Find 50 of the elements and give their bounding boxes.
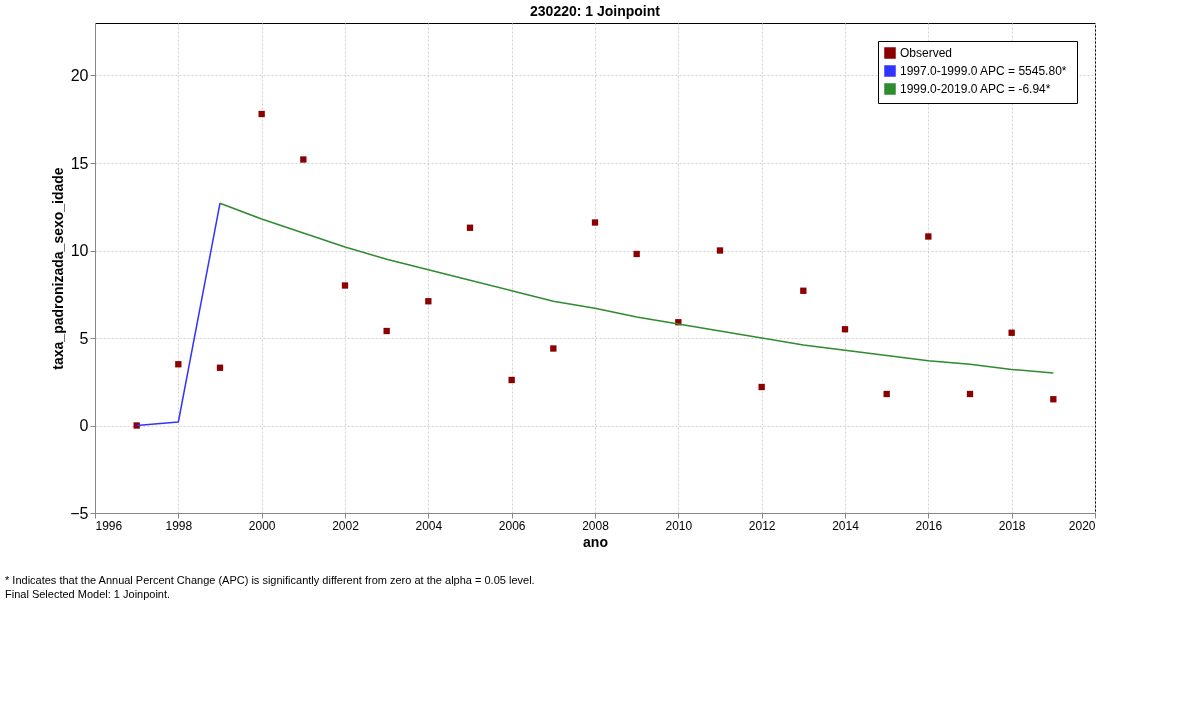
x-tick-label: 2016: [915, 518, 943, 533]
point: [800, 287, 807, 294]
text: Final Selected Model: 1 Joinpoint.: [5, 588, 171, 600]
point: [175, 361, 182, 368]
x-tick-label: 2020: [1068, 518, 1096, 533]
x-tick-label: 1998: [165, 518, 193, 533]
point: [716, 247, 724, 254]
x-axis-title: ano: [583, 533, 608, 550]
legend-label: 1997.0-1999.0 APC = 5545.80*: [900, 64, 1067, 78]
y-tick-label: −5: [70, 504, 89, 522]
x-tick-label: 2018: [998, 518, 1026, 533]
y-tick-label: 20: [70, 67, 89, 84]
point: [758, 383, 765, 391]
point: [591, 219, 599, 226]
point: [425, 298, 432, 305]
point: [300, 156, 307, 163]
point: [133, 422, 140, 429]
y-axis-title: taxa_padronizada_sexo_idade: [50, 167, 67, 370]
x-tick-label: 2008: [582, 518, 610, 533]
point: [633, 250, 640, 258]
x-tick-label: 2002: [332, 518, 360, 533]
text: * Indicates that the Annual Percent Change (APC) is significantly different from zero at the alpha = 0.05 level.: [5, 574, 535, 586]
point: [966, 390, 974, 398]
point: [508, 376, 515, 384]
chart-title: 230220: 1 Joinpoint: [530, 3, 661, 19]
y-tick-label: 0: [79, 417, 89, 434]
point: [341, 282, 349, 289]
x-tick-label: 1996: [95, 518, 123, 533]
point: [1050, 396, 1057, 403]
legend-label: Observed: [900, 46, 953, 60]
point: [383, 327, 390, 335]
x-tick-label: 2010: [665, 518, 693, 533]
y-tick-label: 15: [70, 154, 89, 172]
y-tick-label: 10: [70, 242, 89, 259]
y-tick-label: 5: [79, 329, 89, 347]
point: [216, 364, 224, 371]
point: [258, 110, 265, 118]
point: [883, 390, 890, 398]
line-series: [219, 202, 1055, 374]
x-tick-label: 2000: [248, 518, 276, 533]
point: [466, 224, 474, 231]
x-tick-label: 2006: [498, 518, 526, 533]
point: [550, 345, 557, 352]
legend-label: 1999.0-2019.0 APC = -6.94*: [900, 82, 1051, 96]
x-tick-label: 2012: [748, 518, 776, 533]
point: [1008, 329, 1015, 336]
point: [841, 326, 849, 333]
x-tick-label: 2004: [415, 518, 443, 533]
x-tick-label: 2014: [832, 518, 860, 533]
point: [925, 233, 932, 240]
